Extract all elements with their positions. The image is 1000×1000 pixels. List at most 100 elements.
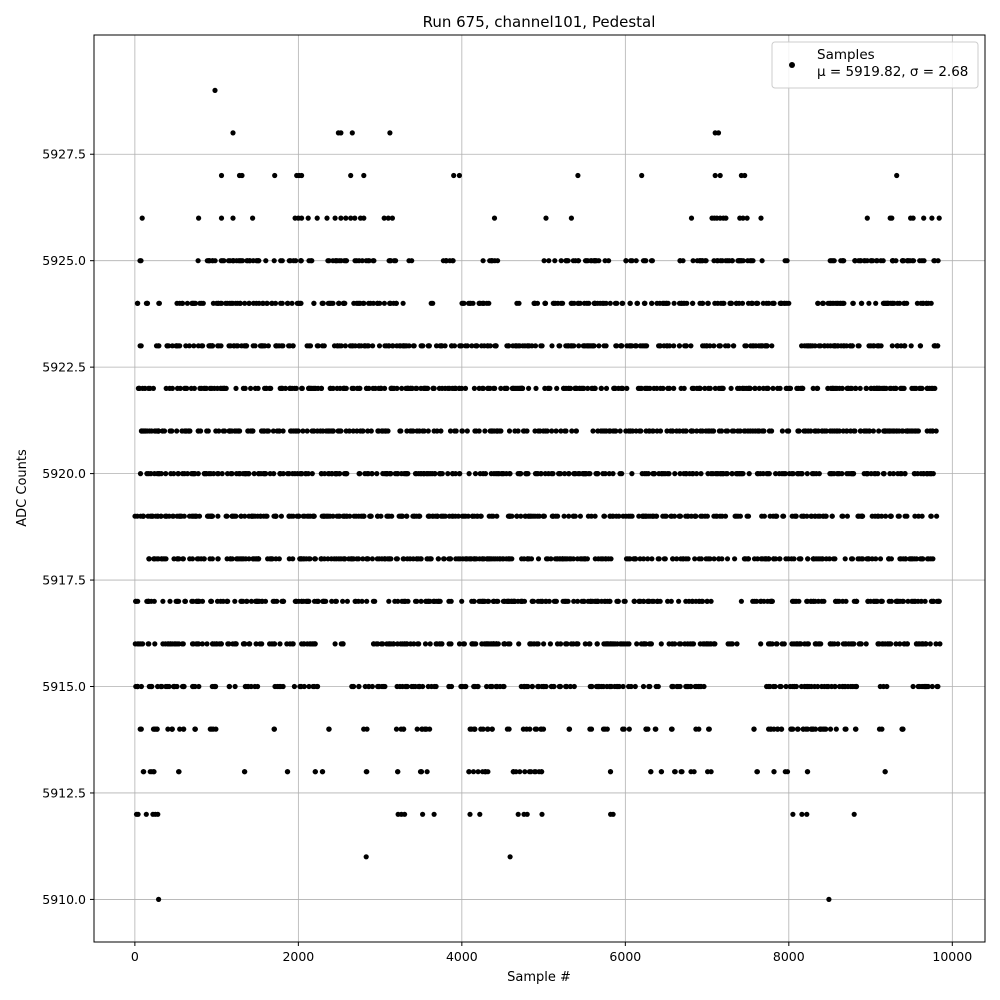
data-point (625, 556, 631, 562)
data-point (176, 769, 182, 775)
data-point (638, 428, 644, 434)
data-point (411, 641, 417, 647)
data-point (352, 258, 358, 264)
data-point (924, 428, 930, 434)
data-point (751, 556, 758, 562)
data-point (834, 428, 841, 434)
data-point (468, 556, 474, 562)
data-point (680, 556, 686, 562)
data-point (178, 513, 184, 519)
data-point (386, 598, 392, 604)
data-point (610, 471, 616, 477)
data-point (436, 598, 442, 604)
data-point (566, 471, 572, 477)
data-point (456, 471, 463, 477)
y-tick-label: 5912.5 (42, 785, 86, 800)
y-tick-label: 5915.0 (42, 679, 86, 694)
data-point (246, 556, 252, 562)
data-point (786, 471, 793, 477)
data-point (374, 513, 381, 519)
data-point (219, 471, 225, 477)
data-point (716, 343, 722, 349)
data-point (712, 172, 718, 179)
data-point (155, 811, 161, 817)
data-point (322, 471, 328, 477)
data-point (531, 598, 537, 604)
data-point (604, 641, 610, 647)
data-point (242, 683, 248, 690)
data-point (637, 556, 643, 562)
data-point (846, 471, 852, 477)
data-point (928, 556, 934, 562)
data-point (903, 428, 909, 434)
data-point (637, 343, 643, 349)
data-point (284, 300, 290, 306)
data-point (792, 513, 798, 519)
data-point (190, 300, 197, 306)
data-point (347, 513, 353, 519)
data-point (847, 385, 854, 391)
data-point (815, 300, 821, 306)
data-point (809, 513, 815, 519)
data-point (134, 300, 140, 306)
data-point (399, 385, 405, 391)
data-point (421, 471, 427, 477)
data-point (745, 385, 751, 391)
data-point (710, 471, 716, 477)
data-point (501, 598, 507, 604)
data-point (873, 300, 879, 306)
data-point (800, 385, 806, 391)
data-point (558, 258, 564, 264)
data-point (669, 683, 675, 690)
data-point (693, 726, 699, 732)
data-point (395, 598, 401, 604)
data-point (580, 556, 586, 562)
data-point (393, 258, 399, 264)
data-point (708, 769, 714, 775)
data-point (338, 215, 344, 221)
data-point (388, 258, 394, 264)
data-point (520, 726, 527, 732)
data-point (278, 300, 284, 306)
data-point (924, 471, 930, 477)
data-point (823, 556, 829, 562)
data-point (745, 428, 751, 434)
data-point (623, 258, 629, 264)
data-point (855, 513, 861, 519)
data-point (311, 428, 317, 434)
data-point (876, 726, 883, 732)
data-point (793, 598, 800, 604)
data-point (812, 598, 818, 604)
data-point (580, 471, 586, 477)
data-point (774, 726, 781, 732)
data-point (385, 215, 391, 221)
data-point (299, 385, 305, 391)
data-point (400, 300, 406, 306)
data-point (897, 556, 903, 562)
data-point (377, 385, 383, 391)
data-point (705, 300, 711, 306)
data-point (840, 683, 846, 690)
data-point (164, 683, 170, 690)
data-point (907, 556, 913, 562)
data-point (927, 641, 933, 647)
data-point (688, 428, 695, 434)
data-point (671, 343, 677, 349)
data-point (489, 726, 495, 732)
data-point (898, 343, 904, 349)
data-point (877, 556, 884, 562)
data-point (500, 683, 506, 690)
data-point (592, 513, 598, 519)
data-point (842, 641, 848, 647)
data-point (772, 556, 779, 562)
data-point (750, 258, 756, 264)
data-point (585, 385, 591, 391)
data-point (840, 598, 846, 604)
data-point (590, 385, 596, 391)
data-point (213, 683, 219, 690)
legend-marker (789, 62, 795, 68)
data-point (374, 556, 380, 562)
data-point (829, 513, 835, 519)
data-point (781, 641, 787, 647)
data-point (307, 556, 313, 562)
